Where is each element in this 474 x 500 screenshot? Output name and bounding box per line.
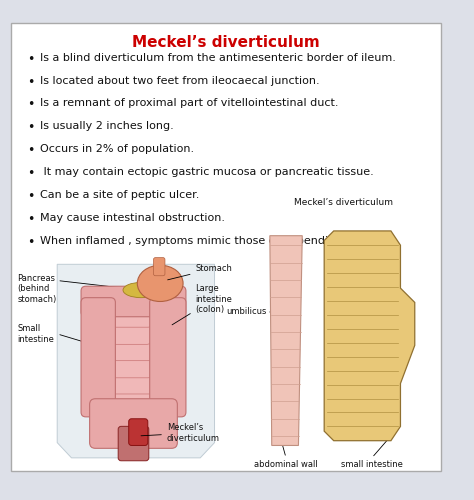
Text: Is a blind diverticulum from the antimesenteric border of ileum.: Is a blind diverticulum from the antimes… <box>40 52 396 62</box>
Ellipse shape <box>137 266 183 302</box>
FancyBboxPatch shape <box>150 298 186 417</box>
FancyBboxPatch shape <box>81 286 186 316</box>
Text: •: • <box>27 167 34 180</box>
Text: Small
intestine: Small intestine <box>17 324 54 344</box>
Text: Meckel’s diverticulum: Meckel’s diverticulum <box>294 198 393 207</box>
Text: •: • <box>27 52 34 66</box>
FancyBboxPatch shape <box>11 23 440 471</box>
Text: Stomach: Stomach <box>168 264 232 280</box>
Polygon shape <box>324 231 415 440</box>
Text: Large
intestine
(colon): Large intestine (colon) <box>172 284 232 325</box>
FancyBboxPatch shape <box>81 298 115 417</box>
FancyBboxPatch shape <box>118 426 149 460</box>
Text: Is usually 2 inches long.: Is usually 2 inches long. <box>40 122 174 132</box>
Text: It may contain ectopic gastric mucosa or pancreatic tissue.: It may contain ectopic gastric mucosa or… <box>40 167 374 177</box>
Text: •: • <box>27 98 34 112</box>
Ellipse shape <box>123 282 159 298</box>
FancyBboxPatch shape <box>99 336 153 360</box>
Text: Pancreas
(behind
stomach): Pancreas (behind stomach) <box>17 274 56 304</box>
Text: •: • <box>27 190 34 203</box>
Text: Meckel’s
diverticulum: Meckel’s diverticulum <box>141 424 220 442</box>
Text: May cause intestinal obstruction.: May cause intestinal obstruction. <box>40 213 225 223</box>
FancyBboxPatch shape <box>93 320 151 344</box>
FancyBboxPatch shape <box>91 353 152 378</box>
FancyBboxPatch shape <box>96 384 156 411</box>
Text: small intestine: small intestine <box>341 460 403 469</box>
Polygon shape <box>57 264 215 458</box>
Text: •: • <box>27 144 34 157</box>
Text: abdominal wall: abdominal wall <box>254 460 318 469</box>
FancyBboxPatch shape <box>129 419 148 446</box>
FancyBboxPatch shape <box>90 398 177 448</box>
Text: When inflamed , symptoms mimic those of appendicitis.: When inflamed , symptoms mimic those of … <box>40 236 354 246</box>
FancyBboxPatch shape <box>101 369 156 394</box>
Text: •: • <box>27 76 34 88</box>
Text: Meckel’s diverticulum: Meckel’s diverticulum <box>132 36 320 51</box>
FancyBboxPatch shape <box>100 302 152 327</box>
Text: Is a remnant of proximal part of vitellointestinal duct.: Is a remnant of proximal part of vitello… <box>40 98 338 108</box>
Text: Is located about two feet from ileocaecal junction.: Is located about two feet from ileocaeca… <box>40 76 319 86</box>
Text: •: • <box>27 236 34 248</box>
Text: •: • <box>27 122 34 134</box>
Polygon shape <box>270 236 302 446</box>
Text: Can be a site of peptic ulcer.: Can be a site of peptic ulcer. <box>40 190 200 200</box>
Text: umbilicus: umbilicus <box>227 308 267 316</box>
Text: •: • <box>27 213 34 226</box>
FancyBboxPatch shape <box>154 258 165 276</box>
Text: Occurs in 2% of population.: Occurs in 2% of population. <box>40 144 194 154</box>
